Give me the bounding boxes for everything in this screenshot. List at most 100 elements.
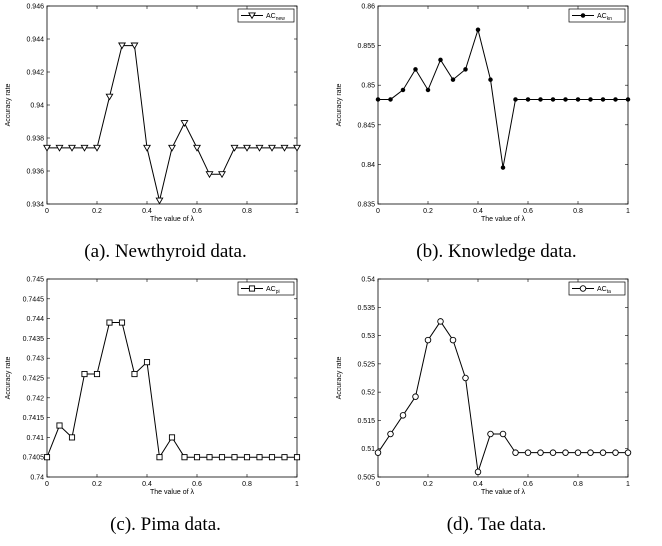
x-tick-label: 0 bbox=[45, 481, 49, 488]
data-point bbox=[549, 449, 557, 456]
data-point bbox=[118, 319, 126, 326]
y-tick-label: 0.515 bbox=[357, 418, 375, 425]
y-tick-label: 0.938 bbox=[26, 136, 44, 143]
data-point bbox=[488, 77, 493, 82]
x-tick-label: 0 bbox=[45, 208, 49, 215]
legend-label: ACnew bbox=[266, 13, 285, 22]
data-point bbox=[575, 97, 581, 102]
data-point bbox=[193, 144, 201, 152]
data-point bbox=[268, 454, 276, 461]
data-point bbox=[218, 171, 226, 179]
legend-name: AC bbox=[266, 13, 276, 20]
data-point bbox=[538, 97, 543, 102]
data-point bbox=[500, 165, 506, 170]
data-point bbox=[449, 336, 457, 344]
y-tick-label: 0.942 bbox=[26, 70, 44, 77]
x-tick-label: 0.4 bbox=[473, 208, 483, 215]
series-points bbox=[43, 319, 301, 461]
legend-marker bbox=[579, 285, 587, 292]
x-axis-label: The value of λ bbox=[481, 216, 525, 223]
y-tick-label: 0.744 bbox=[26, 316, 44, 323]
data-point bbox=[600, 97, 606, 102]
data-point bbox=[81, 370, 88, 378]
x-axis-label: The value of λ bbox=[481, 489, 525, 496]
data-point bbox=[205, 171, 214, 179]
data-point bbox=[425, 87, 431, 93]
x-tick-label: 0 bbox=[376, 208, 380, 215]
data-point bbox=[218, 454, 226, 461]
data-point bbox=[43, 454, 51, 461]
data-point bbox=[255, 144, 264, 152]
x-tick-label: 0.2 bbox=[423, 481, 433, 488]
data-point bbox=[412, 393, 419, 400]
series-line bbox=[47, 45, 297, 201]
data-point bbox=[55, 144, 64, 152]
y-tick-label: 0.745 bbox=[26, 277, 44, 284]
data-point bbox=[180, 120, 189, 127]
data-point bbox=[437, 318, 444, 325]
data-point bbox=[143, 144, 151, 152]
x-tick-label: 1 bbox=[626, 481, 630, 488]
data-point bbox=[118, 42, 126, 50]
x-tick-label: 1 bbox=[295, 481, 299, 488]
data-point bbox=[131, 370, 138, 378]
data-point bbox=[512, 449, 519, 456]
data-point bbox=[130, 42, 139, 50]
x-tick-label: 0.6 bbox=[523, 208, 533, 215]
y-tick-label: 0.944 bbox=[26, 37, 44, 44]
data-point bbox=[106, 319, 113, 326]
panel-newthyroid: 0 0.2 0.4 0.6 0.8 1 0.934 0.936 0.938 0.94 0.942 0.… bbox=[0, 0, 331, 273]
y-axis-label: Accuracy rate bbox=[336, 356, 343, 399]
data-point bbox=[562, 449, 569, 456]
data-point bbox=[243, 144, 251, 152]
data-point bbox=[588, 97, 593, 102]
y-tick-label: 0.7425 bbox=[23, 376, 45, 383]
x-tick-label: 0.6 bbox=[192, 208, 202, 215]
data-point bbox=[388, 97, 393, 102]
data-point bbox=[155, 197, 164, 205]
legend-subscript: pi bbox=[276, 289, 280, 295]
x-tick-label: 0.4 bbox=[142, 208, 152, 215]
data-point bbox=[462, 374, 469, 382]
y-tick-label: 0.741 bbox=[26, 435, 44, 442]
y-tick-label: 0.7405 bbox=[23, 455, 45, 462]
x-tick-label: 0.2 bbox=[423, 208, 433, 215]
data-point bbox=[243, 454, 251, 461]
data-point bbox=[450, 77, 456, 82]
x-tick-label: 0.2 bbox=[92, 481, 102, 488]
data-point bbox=[413, 67, 418, 72]
data-point bbox=[400, 87, 406, 93]
legend-marker bbox=[580, 13, 586, 18]
data-point bbox=[375, 97, 381, 102]
panel-pima: 0 0.2 0.4 0.6 0.8 1 0.74 0.7405 0.741 0.7415 0.742… bbox=[0, 273, 331, 546]
y-tick-label: 0.51 bbox=[361, 446, 375, 453]
legend: ACta bbox=[568, 281, 626, 296]
legend-name: AC bbox=[266, 286, 276, 293]
data-point bbox=[399, 412, 407, 419]
data-point bbox=[168, 144, 176, 152]
y-tick-label: 0.54 bbox=[361, 277, 375, 284]
data-point bbox=[574, 449, 582, 456]
data-point bbox=[281, 454, 288, 461]
y-tick-label: 0.936 bbox=[26, 169, 44, 176]
x-tick-label: 0.6 bbox=[523, 481, 533, 488]
x-tick-label: 0.4 bbox=[142, 481, 152, 488]
chart-knowledge: 0 0.2 0.4 0.6 0.8 1 0.835 0.84 0.845 0.85 0.855 0.8… bbox=[336, 4, 631, 223]
chart-newthyroid: 0 0.2 0.4 0.6 0.8 1 0.934 0.936 0.938 0.94 0.942 0.… bbox=[5, 4, 301, 223]
data-point bbox=[230, 144, 239, 152]
data-point bbox=[143, 359, 151, 366]
data-point bbox=[93, 144, 101, 152]
x-tick-label: 0 bbox=[376, 481, 380, 488]
y-tick-label: 0.845 bbox=[357, 122, 375, 129]
chart-pima: 0 0.2 0.4 0.6 0.8 1 0.74 0.7405 0.741 0.7415 0.742… bbox=[5, 277, 301, 496]
y-axis-label: Accuracy rate bbox=[336, 83, 343, 126]
y-tick-label: 0.505 bbox=[357, 475, 375, 482]
y-tick-label: 0.835 bbox=[357, 202, 375, 209]
series-points bbox=[375, 27, 631, 170]
y-tick-label: 0.742 bbox=[26, 395, 44, 402]
data-point bbox=[206, 454, 213, 461]
legend-label: ACpi bbox=[266, 286, 280, 295]
data-point bbox=[256, 454, 263, 461]
y-tick-label: 0.7445 bbox=[23, 296, 45, 303]
y-tick-label: 0.94 bbox=[30, 103, 44, 110]
